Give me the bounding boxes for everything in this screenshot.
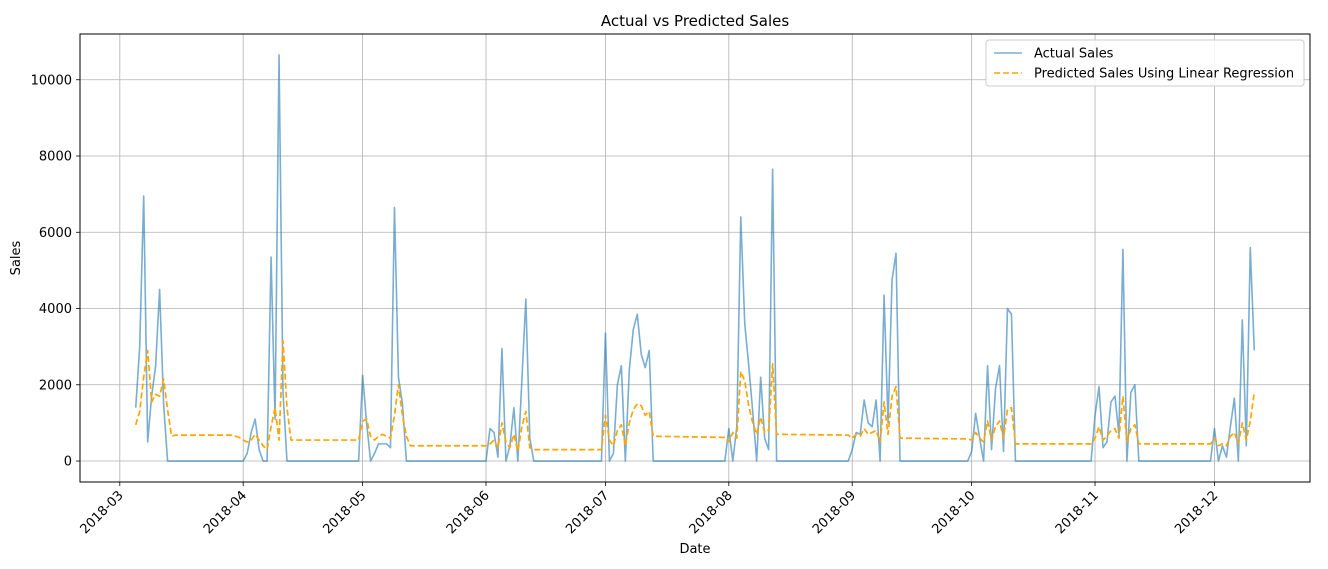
y-tick-label: 8000 bbox=[39, 150, 72, 165]
y-tick-label: 0 bbox=[64, 455, 72, 470]
legend-label: Predicted Sales Using Linear Regression bbox=[1034, 67, 1294, 82]
x-tick-label: 2018-07 bbox=[563, 488, 612, 537]
chart-title: Actual vs Predicted Sales bbox=[601, 12, 790, 30]
x-axis-label: Date bbox=[679, 542, 710, 557]
series-layer bbox=[134, 54, 1256, 462]
x-tick-label: 2018-08 bbox=[687, 488, 736, 537]
y-tick-label: 4000 bbox=[39, 302, 72, 317]
y-tick-label: 6000 bbox=[39, 226, 72, 241]
x-tick-label: 2018-04 bbox=[201, 488, 250, 537]
legend-label: Actual Sales bbox=[1034, 47, 1114, 62]
y-axis-label: Sales bbox=[9, 240, 24, 275]
x-tick-label: 2018-05 bbox=[320, 488, 369, 537]
x-tick-label: 2018-09 bbox=[810, 488, 859, 537]
plot-frame bbox=[79, 33, 1311, 483]
x-tick-label: 2018-03 bbox=[78, 488, 127, 537]
y-tick-label: 10000 bbox=[31, 73, 72, 88]
x-tick-label: 2018-12 bbox=[1172, 488, 1221, 537]
legend: Actual Sales Predicted Sales Using Linear… bbox=[985, 39, 1305, 87]
legend-box bbox=[985, 39, 1305, 87]
predicted-sales-line bbox=[134, 340, 1256, 453]
x-tick-label: 2018-11 bbox=[1053, 488, 1102, 537]
x-tick-label: 2018-06 bbox=[444, 488, 493, 537]
y-tick-label: 2000 bbox=[39, 378, 72, 393]
axes: 2018-03 2018-04 2018-05 2018-06 2018-07 2018-… bbox=[31, 73, 1222, 537]
actual-sales-line bbox=[134, 54, 1256, 462]
x-tick-label: 2018-10 bbox=[929, 488, 978, 537]
